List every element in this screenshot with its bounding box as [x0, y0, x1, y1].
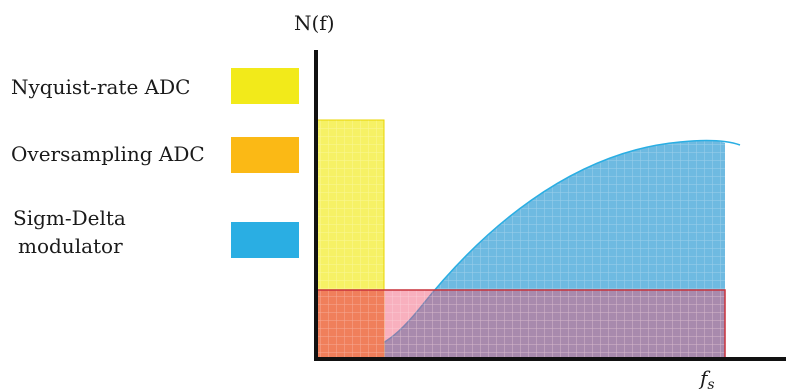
legend-label-nyquist: Nyquist-rate ADC	[11, 75, 191, 99]
oversampling-noise-band	[315, 289, 726, 361]
x-axis-label: fs	[698, 366, 715, 390]
legend-swatch-sigma-delta	[231, 222, 299, 258]
legend-label-oversampling: Oversampling ADC	[11, 142, 205, 166]
legend-label-sigma-delta-line1: Sigm-Delta	[13, 206, 126, 230]
legend-swatch-nyquist	[231, 68, 299, 104]
legend-swatch-oversampling	[231, 137, 299, 173]
y-axis-label: N(f)	[294, 11, 335, 35]
legend-label-sigma-delta-line2: modulator	[18, 234, 123, 258]
x-axis-label-subscript: s	[707, 377, 714, 390]
